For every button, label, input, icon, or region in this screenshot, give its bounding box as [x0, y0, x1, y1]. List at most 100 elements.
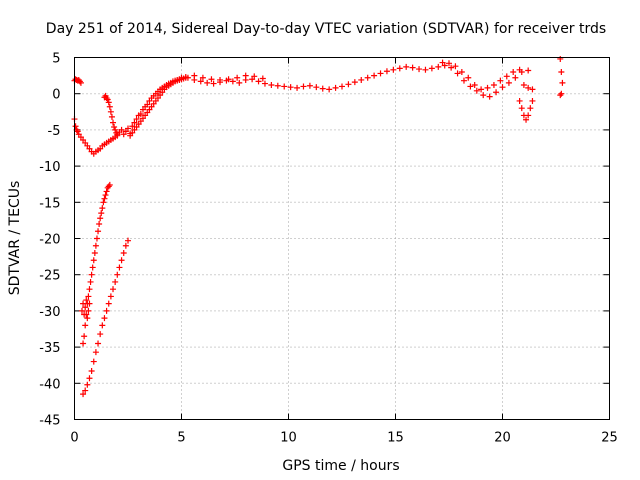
data-point	[81, 333, 88, 340]
data-point	[204, 79, 211, 86]
data-point	[471, 82, 478, 89]
data-point	[480, 92, 487, 99]
data-point	[107, 108, 114, 115]
data-point	[191, 72, 198, 79]
data-point	[85, 307, 92, 314]
series-late-drop	[516, 97, 536, 123]
data-point	[510, 68, 517, 75]
data-point	[435, 63, 442, 70]
data-point	[125, 237, 131, 244]
data-point	[88, 271, 95, 278]
data-point	[110, 286, 117, 293]
data-point	[505, 79, 512, 86]
data-point	[484, 84, 491, 91]
y-axis-label: SDTVAR / TECUs	[7, 181, 23, 296]
data-point	[478, 86, 485, 93]
series-steep-line-a	[80, 181, 113, 347]
y-tick-label: 5	[52, 52, 60, 67]
data-point	[86, 286, 93, 293]
data-point	[82, 304, 89, 311]
data-point	[122, 242, 129, 249]
data-point	[319, 85, 326, 92]
data-point	[106, 103, 113, 110]
data-point	[557, 92, 564, 99]
data-point	[473, 87, 480, 94]
data-point	[97, 331, 104, 338]
data-point	[110, 119, 117, 126]
data-point	[133, 116, 140, 123]
data-point	[242, 72, 249, 79]
data-point	[358, 76, 365, 83]
data-point	[125, 125, 131, 132]
data-point	[520, 82, 527, 89]
data-point	[93, 235, 100, 242]
data-point	[523, 116, 530, 123]
data-point	[112, 278, 119, 285]
data-point	[274, 82, 281, 89]
data-point	[210, 80, 217, 87]
data-point	[81, 311, 88, 318]
data-point	[112, 126, 119, 133]
data-point	[90, 358, 97, 365]
data-point	[114, 271, 121, 278]
data-point	[422, 66, 429, 73]
data-point	[383, 68, 390, 75]
data-point	[104, 96, 111, 103]
data-point	[403, 63, 410, 70]
data-point	[261, 80, 268, 87]
y-tick-label: -30	[39, 305, 60, 320]
data-point	[84, 315, 91, 322]
data-point	[87, 278, 94, 285]
data-point	[77, 79, 84, 86]
data-point	[396, 65, 403, 72]
data-point	[80, 340, 87, 347]
data-point	[118, 257, 125, 264]
x-tick-label: 0	[70, 431, 78, 446]
data-point	[390, 66, 397, 73]
series-steep-line-a-branch	[78, 297, 93, 322]
data-point	[178, 76, 185, 83]
data-point	[84, 381, 91, 388]
data-point	[103, 188, 110, 195]
data-point	[287, 84, 294, 91]
data-point	[428, 65, 435, 72]
data-point	[525, 112, 532, 119]
data-point	[103, 307, 110, 314]
data-point	[78, 307, 85, 314]
data-point	[557, 55, 564, 62]
data-point	[96, 221, 103, 228]
data-point	[259, 75, 266, 82]
data-point	[90, 257, 97, 264]
y-tick-label: -45	[39, 414, 60, 429]
data-point	[98, 210, 105, 217]
data-point	[512, 74, 519, 81]
data-point	[80, 391, 87, 398]
data-point	[377, 70, 384, 77]
data-point	[558, 68, 565, 75]
data-point	[409, 64, 416, 71]
data-point	[268, 82, 275, 89]
y-tick-label: -5	[48, 124, 61, 139]
data-point	[499, 84, 506, 91]
data-point	[113, 129, 120, 136]
y-tick-label: -25	[39, 269, 60, 284]
data-point	[339, 83, 345, 90]
data-point	[91, 249, 98, 256]
data-point	[97, 215, 104, 222]
data-point	[345, 81, 352, 88]
data-point	[225, 76, 232, 83]
data-point	[85, 293, 92, 300]
data-point	[137, 110, 144, 117]
series-steep-line-b	[80, 237, 131, 398]
data-point	[106, 181, 113, 188]
data-point	[116, 264, 123, 271]
data-point	[217, 76, 224, 83]
y-tick-label: 0	[52, 88, 60, 103]
data-point	[326, 86, 333, 93]
data-point	[86, 300, 93, 307]
data-point	[332, 84, 339, 91]
data-point	[460, 77, 467, 84]
x-tick-label: 20	[494, 431, 511, 446]
x-tick-label: 25	[601, 431, 618, 446]
data-point	[236, 79, 243, 86]
